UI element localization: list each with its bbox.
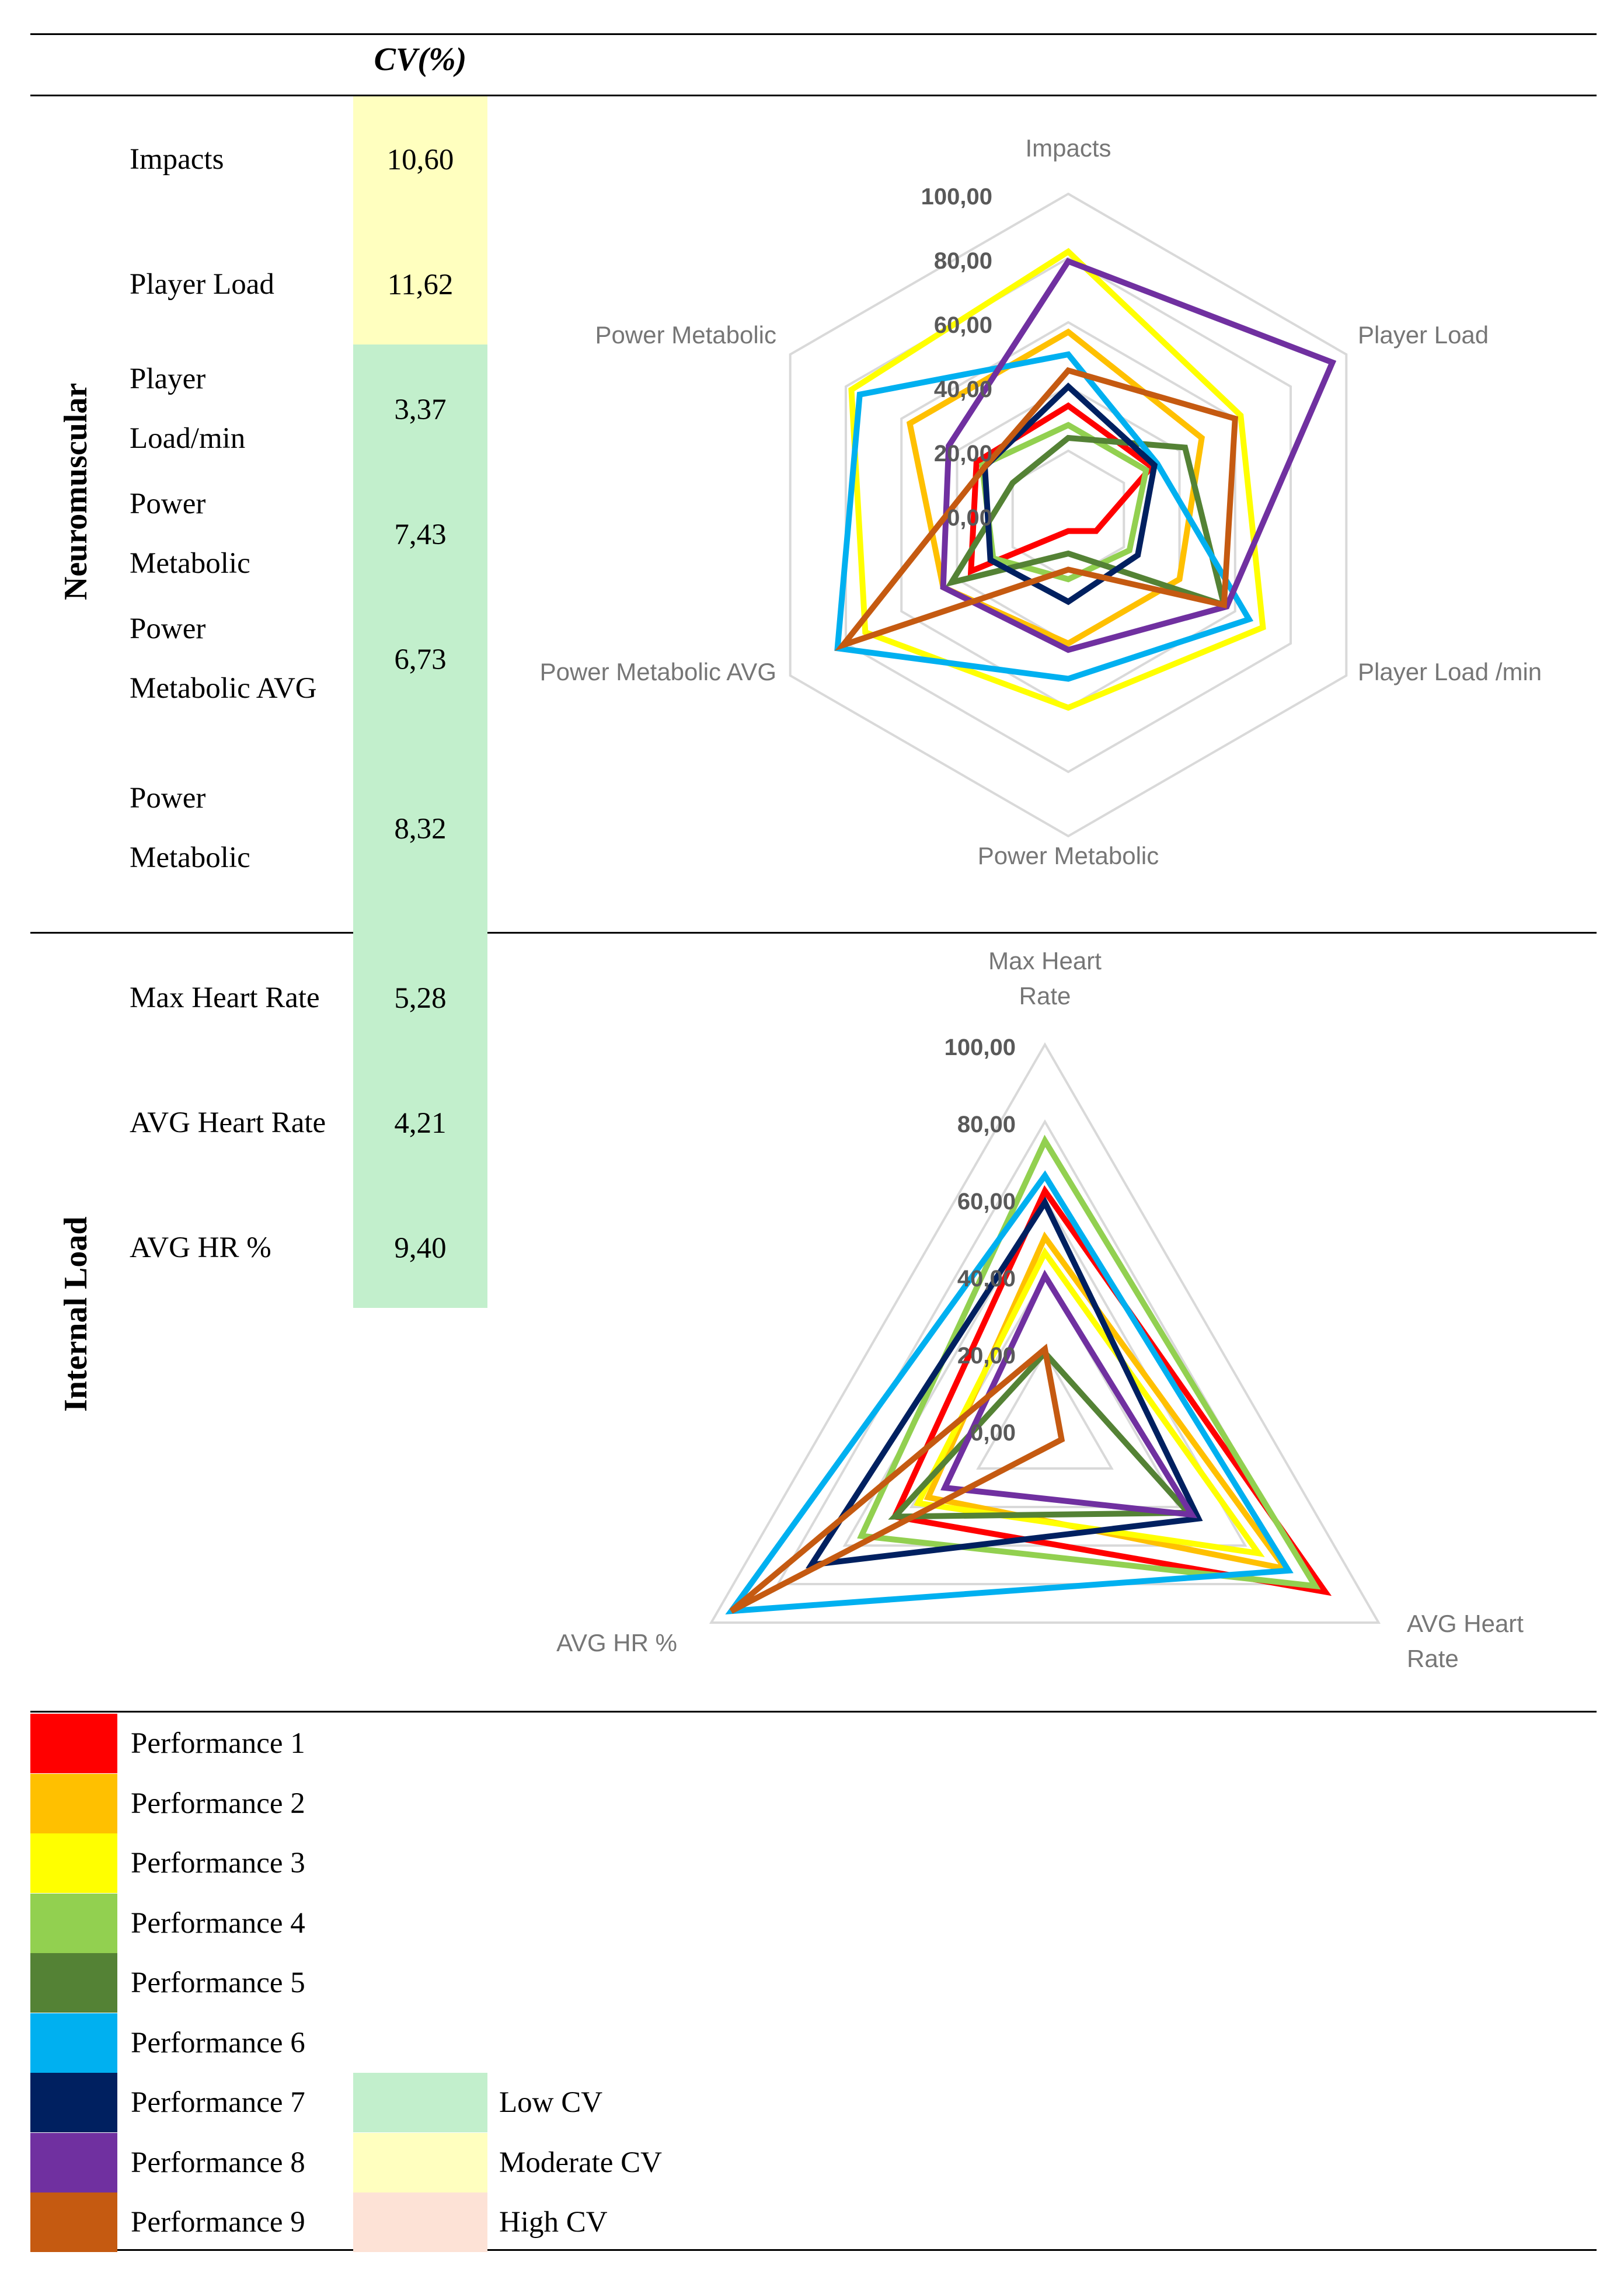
radar-series-performance-3 xyxy=(914,1247,1265,1557)
radar-axis-label-line: Max Heart xyxy=(988,947,1102,975)
row-label-power-metabolic-avg-line1: Power xyxy=(130,612,206,645)
row-label-player-load-min-line1: Player xyxy=(130,363,206,395)
header-rule xyxy=(30,95,1597,96)
cv-value: 3,37 xyxy=(394,394,447,426)
cv-legend-swatch xyxy=(353,2073,487,2132)
cv-value: 7,43 xyxy=(394,518,447,551)
legend-label: Performance 1 xyxy=(131,1727,305,1760)
radar-tick-label: 80,00 xyxy=(957,1112,1016,1137)
legend-swatch xyxy=(30,2192,117,2252)
cv-cell-bg-moderate xyxy=(353,96,487,344)
row-label-avg-heart-rate: AVG Heart Rate xyxy=(130,1106,326,1139)
row-label-impacts: Impacts xyxy=(130,143,224,176)
radar-series-performance-4 xyxy=(978,422,1149,583)
legend-label: Performance 3 xyxy=(131,1847,305,1880)
radar-series-performance-7 xyxy=(805,1196,1203,1569)
legend-swatch xyxy=(30,1893,117,1953)
radar-gridline xyxy=(844,256,1292,774)
radar-series-performance-6 xyxy=(834,351,1254,682)
radar-tick-label: 60,00 xyxy=(957,1189,1016,1214)
legend-label: Performance 5 xyxy=(131,1967,305,1999)
radar-series-performance-2 xyxy=(906,328,1205,647)
section-divider xyxy=(30,932,1597,934)
radar-axis-label: Player Load xyxy=(1358,321,1489,349)
row-label-player-load: Player Load xyxy=(130,268,274,301)
radar-tick-label: 0,00 xyxy=(947,505,992,531)
cv-legend-label: Moderate CV xyxy=(499,2146,663,2179)
radar-axis-label: Power Metabolic AVG xyxy=(540,658,776,685)
row-label-power-metabolic-line1: Power xyxy=(130,488,206,520)
row-label-power-metabolic-line2: Metabolic xyxy=(130,547,250,580)
radar-series-performance-3 xyxy=(848,248,1266,711)
legend-swatch xyxy=(30,1833,117,1893)
cv-value: 8,32 xyxy=(394,813,447,845)
row-label-player-load-min-line2: Load/min xyxy=(130,422,246,455)
radar-tick-label: 0,00 xyxy=(970,1420,1016,1446)
cv-value: 5,28 xyxy=(394,982,447,1015)
radar-tick-label: 40,00 xyxy=(934,377,992,402)
cv-legend-swatch xyxy=(353,2192,487,2252)
cv-legend-swatch xyxy=(353,2132,487,2192)
legend-label: Performance 7 xyxy=(131,2086,305,2119)
radar-axis-label: Impacts xyxy=(1025,134,1111,162)
radar-tick-label: 20,00 xyxy=(934,441,992,467)
legend-label: Performance 2 xyxy=(131,1787,305,1820)
cv-legend-label: Low CV xyxy=(499,2086,603,2119)
radar-gridline xyxy=(709,1042,1381,1624)
cv-value: 4,21 xyxy=(394,1107,447,1140)
legend-label: Performance 6 xyxy=(131,2026,305,2059)
cv-value: 10,60 xyxy=(386,144,454,176)
radar-axis-label: Max Heart Rate xyxy=(988,947,1102,1010)
radar-tick-label: 100,00 xyxy=(945,1035,1016,1060)
radar-series-performance-8 xyxy=(940,1269,1198,1519)
legend-label: Performance 8 xyxy=(131,2146,305,2179)
radar-tick-label: 40,00 xyxy=(957,1266,1016,1292)
row-label-power-metabolic-2-line2: Metabolic xyxy=(130,841,250,874)
radar-axis-label-line: AVG Heart xyxy=(1407,1610,1524,1637)
radar-series-performance-1 xyxy=(890,1185,1332,1596)
top-rule xyxy=(30,33,1597,35)
cv-value: 9,40 xyxy=(394,1232,447,1265)
legend-swatch xyxy=(30,1773,117,1833)
legend-top-rule xyxy=(30,1711,1597,1713)
cv-cell-bg-low xyxy=(353,344,487,1308)
radar-series-performance-9 xyxy=(729,1344,1065,1614)
radar-axis-label: Power Metabolic xyxy=(978,842,1159,869)
radar-gridline xyxy=(776,1119,1314,1585)
radar-series-performance-9 xyxy=(834,367,1239,651)
legend-label: Performance 9 xyxy=(131,2206,305,2239)
row-label-avg-hr-percent: AVG HR % xyxy=(130,1231,271,1264)
legend-swatch xyxy=(30,2013,117,2073)
radar-axis-label: Player Load /min xyxy=(1358,658,1542,685)
radar-series-performance-6 xyxy=(725,1170,1294,1614)
radar-axis-label-line: Rate xyxy=(1019,982,1071,1010)
radar-series-performance-5 xyxy=(945,434,1228,610)
cv-value: 6,73 xyxy=(394,643,447,676)
radar-axis-label: Power Metabolic xyxy=(595,321,776,349)
legend-swatch xyxy=(30,2073,117,2132)
radar-series-performance-4 xyxy=(857,1134,1321,1590)
radar-tick-label: 80,00 xyxy=(934,248,992,274)
radar-axis-label-line: Rate xyxy=(1407,1645,1459,1672)
cv-value: 11,62 xyxy=(387,269,454,301)
radar-axis-label: AVG HR % xyxy=(556,1629,677,1656)
cv-legend-label: High CV xyxy=(499,2206,608,2239)
radar-tick-label: 20,00 xyxy=(957,1343,1016,1369)
row-label-power-metabolic-2-line1: Power xyxy=(130,782,206,815)
legend-label: Performance 4 xyxy=(131,1906,305,1940)
legend-swatch xyxy=(30,2132,117,2192)
radar-axis-label: AVG Heart Rate xyxy=(1407,1610,1524,1672)
row-label-power-metabolic-avg-line2: Metabolic AVG xyxy=(130,672,317,705)
radar-tick-label: 100,00 xyxy=(921,184,992,210)
radar-gridline xyxy=(976,1350,1114,1470)
legend-swatch xyxy=(30,1714,117,1773)
row-label-max-heart-rate: Max Heart Rate xyxy=(130,982,320,1014)
bottom-rule xyxy=(30,2249,1597,2251)
cv-heading: CV(%) xyxy=(374,41,467,78)
radar-tick-label: 60,00 xyxy=(934,312,992,338)
radar-series-performance-8 xyxy=(940,257,1337,653)
radar-gridline xyxy=(789,192,1348,838)
legend-swatch xyxy=(30,1953,117,2013)
